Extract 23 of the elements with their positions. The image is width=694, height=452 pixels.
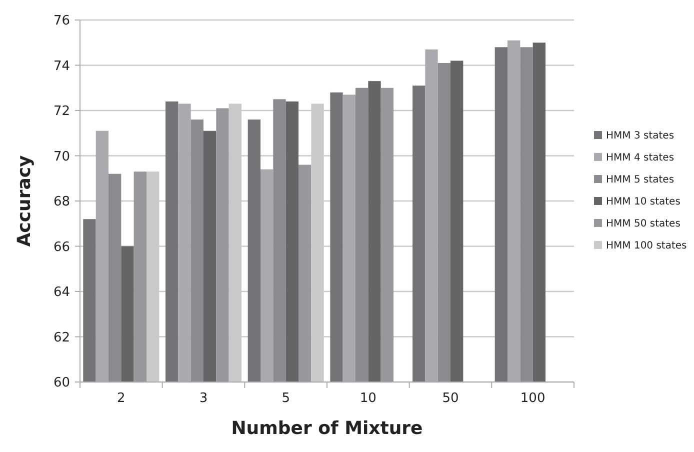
legend-label: HMM 50 states — [606, 218, 680, 230]
y-tick-label: 70 — [53, 149, 70, 164]
y-tick-label: 74 — [53, 58, 70, 74]
y-tick-label: 68 — [53, 194, 70, 210]
y-tick-label: 60 — [53, 376, 70, 391]
legend-label: HMM 5 states — [606, 174, 674, 186]
y-tick-label: 62 — [53, 330, 70, 346]
x-axis-title: Number of Mixture — [231, 418, 423, 439]
x-tick-label: 5 — [282, 391, 290, 406]
x-tick-label: 2 — [117, 391, 126, 406]
x-tick-label: 10 — [360, 391, 376, 406]
y-axis-title: Accuracy — [14, 154, 35, 247]
legend-label: HMM 3 states — [606, 130, 674, 142]
y-tick-label: 72 — [53, 104, 70, 120]
legend-label: HMM 10 states — [606, 196, 680, 208]
y-tick-label: 76 — [53, 14, 70, 29]
x-tick-label: 50 — [442, 391, 459, 406]
legend-label: HMM 100 states — [606, 240, 687, 252]
y-tick-label: 64 — [53, 285, 70, 300]
x-tick-label: 3 — [199, 391, 208, 406]
x-tick-label: 100 — [520, 391, 546, 406]
legend-label: HMM 4 states — [606, 152, 674, 164]
y-tick-label: 66 — [53, 240, 70, 255]
